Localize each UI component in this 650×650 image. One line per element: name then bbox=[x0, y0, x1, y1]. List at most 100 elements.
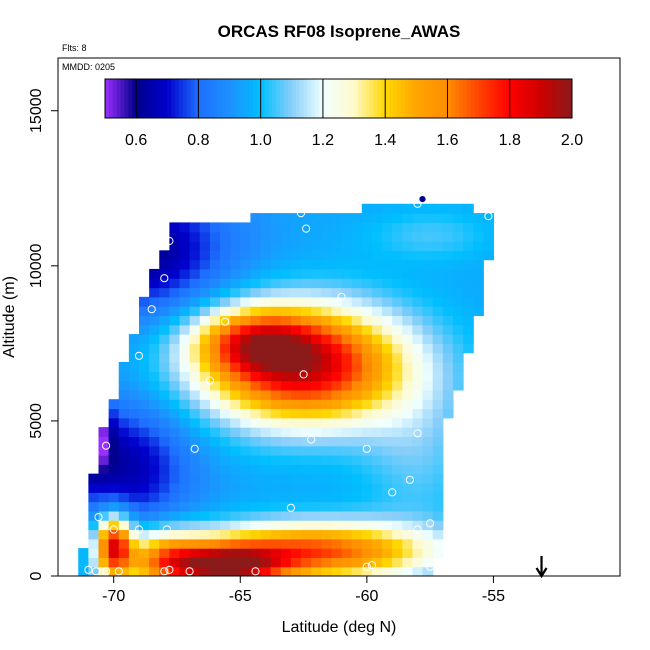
heat-cell bbox=[199, 306, 211, 317]
heat-cell bbox=[230, 389, 241, 400]
heat-cell bbox=[169, 557, 181, 568]
heat-cell bbox=[341, 250, 353, 261]
heat-cell bbox=[412, 213, 424, 223]
heat-cell bbox=[311, 473, 322, 484]
heat-cell bbox=[432, 315, 444, 326]
colorbar-tick-label: 1.4 bbox=[374, 132, 396, 149]
heat-cell bbox=[108, 455, 120, 465]
heat-cell bbox=[220, 380, 231, 391]
heat-cell bbox=[311, 250, 322, 261]
heat-cell bbox=[159, 417, 170, 428]
heat-cell bbox=[199, 436, 211, 447]
colorbar-swatch bbox=[420, 79, 425, 118]
heat-cell bbox=[402, 259, 414, 270]
heat-cell bbox=[432, 389, 444, 400]
heat-cell bbox=[311, 296, 322, 307]
y-axis-label: Altitude (m) bbox=[1, 276, 18, 358]
heat-cell bbox=[250, 455, 262, 465]
heat-cell bbox=[240, 306, 251, 317]
heat-cell bbox=[139, 548, 150, 558]
heat-cell bbox=[341, 538, 353, 549]
heat-cell bbox=[432, 529, 444, 540]
heat-cell bbox=[108, 501, 120, 512]
heat-cell bbox=[199, 455, 211, 465]
heat-cell bbox=[230, 548, 241, 558]
heat-cell bbox=[361, 408, 373, 419]
heat-cell bbox=[270, 529, 282, 540]
heat-cell bbox=[371, 361, 383, 372]
heat-cell bbox=[382, 417, 393, 428]
heat-cell bbox=[230, 492, 241, 503]
heat-cell bbox=[270, 473, 282, 484]
heat-cell bbox=[149, 296, 160, 307]
colorbar-swatch bbox=[186, 79, 192, 118]
heat-cell bbox=[412, 501, 424, 512]
heat-cell bbox=[139, 334, 150, 344]
colorbar-swatch bbox=[163, 79, 168, 118]
heat-cell bbox=[432, 501, 444, 512]
sample-point bbox=[102, 441, 111, 450]
sample-point bbox=[102, 567, 111, 576]
heat-cell bbox=[341, 315, 353, 326]
colorbar-swatch bbox=[155, 79, 160, 118]
heat-cell bbox=[422, 324, 434, 335]
heat-cell bbox=[199, 520, 211, 531]
heat-cell bbox=[98, 427, 110, 438]
heat-cell bbox=[260, 352, 272, 363]
heat-cell bbox=[108, 566, 120, 576]
heat-cell bbox=[402, 213, 414, 223]
heat-cell bbox=[392, 324, 403, 335]
heat-cell bbox=[240, 455, 251, 465]
heat-cell bbox=[220, 287, 231, 298]
heat-cell bbox=[392, 482, 403, 493]
heat-cell bbox=[351, 548, 363, 558]
colorbar-swatch bbox=[435, 79, 441, 118]
heat-cell bbox=[412, 436, 424, 447]
heat-cell bbox=[422, 464, 434, 475]
heat-cell bbox=[382, 510, 393, 521]
heat-cell bbox=[422, 548, 434, 558]
heat-cell bbox=[371, 408, 383, 419]
heat-cell bbox=[361, 343, 373, 354]
heat-cell bbox=[301, 445, 312, 456]
heat-cell bbox=[351, 278, 363, 289]
heat-cell bbox=[280, 231, 292, 242]
heat-cell bbox=[432, 548, 444, 558]
heat-cell bbox=[331, 306, 343, 317]
heat-cell bbox=[179, 361, 191, 372]
heat-cell bbox=[250, 222, 262, 233]
colorbar-swatch bbox=[365, 79, 371, 118]
heat-cell bbox=[209, 324, 221, 335]
heat-cell bbox=[108, 408, 120, 419]
heat-cell bbox=[321, 287, 333, 298]
heat-cell bbox=[199, 278, 211, 289]
heat-cell bbox=[371, 510, 383, 521]
heat-cell bbox=[128, 566, 140, 576]
heat-cell bbox=[209, 417, 221, 428]
heat-cell bbox=[412, 557, 424, 568]
heat-cell bbox=[159, 538, 170, 549]
colorbar-swatch bbox=[408, 79, 413, 118]
heat-cell bbox=[311, 399, 322, 410]
heat-cell bbox=[321, 371, 333, 382]
heat-cell bbox=[412, 445, 424, 456]
heat-cell bbox=[128, 389, 140, 400]
heat-cell bbox=[280, 259, 292, 270]
heat-cell bbox=[382, 445, 393, 456]
heat-cell bbox=[169, 464, 181, 475]
heat-cell bbox=[351, 306, 363, 317]
colorbar-swatch bbox=[517, 79, 522, 118]
heat-cell bbox=[280, 371, 292, 382]
heat-cell bbox=[290, 520, 302, 531]
heat-cell bbox=[199, 473, 211, 484]
heat-cell bbox=[189, 380, 201, 391]
heat-cell bbox=[311, 389, 322, 400]
sample-point bbox=[388, 488, 397, 497]
heat-cell bbox=[351, 222, 363, 233]
heat-cell bbox=[311, 566, 322, 576]
heat-cell bbox=[280, 548, 292, 558]
heat-cell bbox=[149, 464, 160, 475]
heat-cell bbox=[159, 343, 170, 354]
colorbar-swatch bbox=[202, 79, 207, 118]
heat-cell bbox=[260, 222, 272, 233]
